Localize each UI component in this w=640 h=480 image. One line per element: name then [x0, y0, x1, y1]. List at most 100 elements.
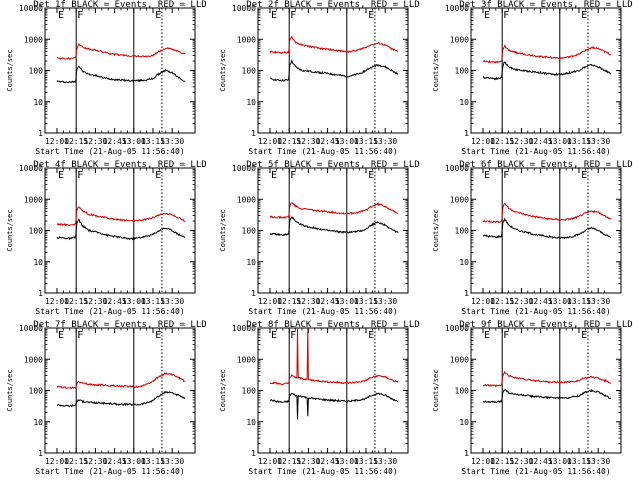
y-tick-label: 10000: [19, 4, 43, 13]
y-tick-label: 1: [464, 129, 469, 138]
chart-title: Det 2f BLACK = Events, RED = LLD: [246, 0, 419, 10]
chart-title: Det 8f BLACK = Events, RED = LLD: [246, 320, 419, 330]
interval-marker-letter: E: [58, 330, 64, 341]
y-tick-label: 1000: [450, 195, 469, 204]
events-series-line: [56, 65, 186, 84]
y-tick-label: 1000: [237, 195, 256, 204]
events-series-line: [56, 218, 186, 241]
y-axis-label: Counts/sec: [432, 49, 440, 91]
x-tick-label: 12:15: [277, 137, 301, 146]
x-tick-label: 12:15: [490, 297, 514, 306]
lld-series-line: [482, 370, 612, 388]
plot-frame: [257, 327, 409, 454]
x-tick-label: 13:00: [335, 137, 359, 146]
lld-series-line: [482, 202, 612, 224]
lld-series-line: [56, 206, 186, 227]
events-series-line: [56, 390, 186, 408]
interval-marker-letter: E: [58, 10, 64, 21]
x-tick-label: 13:15: [567, 457, 591, 466]
y-tick-label: 10: [459, 98, 469, 107]
x-tick-label: 12:15: [490, 137, 514, 146]
y-tick-label: 1000: [237, 355, 256, 364]
interval-marker-letter: F: [290, 10, 296, 21]
interval-marker-letter: F: [503, 10, 509, 21]
x-tick-label: 12:15: [64, 457, 88, 466]
x-tick-label: 13:30: [160, 297, 184, 306]
x-tick-label: 12:30: [296, 457, 320, 466]
interval-marker-letter: E: [581, 10, 587, 21]
x-tick-label: 12:15: [277, 457, 301, 466]
y-tick-label: 10: [33, 418, 43, 427]
x-tick-label: 12:45: [529, 457, 553, 466]
interval-marker-letter: E: [368, 330, 374, 341]
lld-series-line: [269, 35, 399, 55]
x-tick-label: 13:15: [141, 137, 165, 146]
interval-marker-letter: E: [271, 330, 277, 341]
y-axis-label: Counts/sec: [219, 209, 227, 251]
x-tick-label: 13:15: [567, 137, 591, 146]
y-axis-label: Counts/sec: [219, 49, 227, 91]
chart-panel-9: Det 9f BLACK = Events, RED = LLD 1 10 100 10…: [432, 320, 633, 476]
interval-marker-letter: E: [155, 330, 161, 341]
interval-marker-letter: E: [484, 330, 490, 341]
chart-panel-7: Det 7f BLACK = Events, RED = LLD 1 10 100 10…: [6, 320, 207, 476]
chart-title: Det 5f BLACK = Events, RED = LLD: [246, 160, 419, 170]
y-tick-label: 100: [29, 387, 44, 396]
interval-marker-letter: E: [271, 10, 277, 21]
plot-frame: [44, 7, 196, 134]
y-tick-label: 1: [251, 289, 256, 298]
x-tick-label: 13:00: [548, 137, 572, 146]
interval-marker-letter: E: [581, 170, 587, 181]
interval-marker-letter: E: [155, 170, 161, 181]
events-series-line: [269, 392, 399, 420]
x-tick-label: 13:00: [335, 457, 359, 466]
lld-series-line: [56, 372, 186, 390]
x-tick-label: 13:15: [141, 457, 165, 466]
y-tick-label: 1: [464, 449, 469, 458]
x-tick-label: 12:00: [471, 137, 495, 146]
x-tick-label: 12:30: [83, 137, 107, 146]
y-tick-label: 100: [455, 67, 470, 76]
chart-title: Det 4f BLACK = Events, RED = LLD: [33, 160, 206, 170]
x-tick-label: 12:00: [258, 457, 282, 466]
interval-marker-letter: E: [155, 10, 161, 21]
chart-title: Det 7f BLACK = Events, RED = LLD: [33, 320, 206, 330]
x-tick-label: 13:15: [354, 137, 378, 146]
plot-frame: [470, 7, 622, 134]
x-tick-label: 12:30: [509, 137, 533, 146]
y-tick-label: 100: [29, 67, 44, 76]
x-tick-label: 12:00: [45, 297, 69, 306]
x-tick-label: 12:30: [296, 297, 320, 306]
x-tick-label: 12:45: [529, 297, 553, 306]
events-series-line: [269, 58, 399, 82]
y-tick-label: 1000: [450, 35, 469, 44]
plot-frame: [257, 7, 409, 134]
x-tick-label: 13:30: [373, 137, 397, 146]
x-tick-label: 12:15: [64, 297, 88, 306]
plot-frame: [44, 327, 196, 454]
x-tick-label: 12:45: [316, 457, 340, 466]
interval-marker-letter: F: [290, 330, 296, 341]
y-axis-label: Counts/sec: [219, 369, 227, 411]
y-tick-label: 10000: [232, 324, 256, 333]
interval-marker-letter: F: [77, 10, 83, 21]
interval-marker-letter: E: [368, 10, 374, 21]
interval-marker-letter: E: [484, 170, 490, 181]
y-axis-label: Counts/sec: [432, 369, 440, 411]
x-tick-label: 12:45: [529, 137, 553, 146]
y-tick-label: 1000: [237, 35, 256, 44]
interval-marker-letter: F: [290, 170, 296, 181]
plot-frame: [44, 167, 196, 294]
y-tick-label: 10000: [445, 324, 469, 333]
x-tick-label: 12:45: [103, 297, 127, 306]
y-axis-label: Counts/sec: [6, 209, 14, 251]
y-tick-label: 100: [242, 67, 257, 76]
y-tick-label: 1: [251, 129, 256, 138]
lld-series-line: [269, 202, 399, 220]
chart-panel-5: Det 5f BLACK = Events, RED = LLD 1 10 100 10…: [219, 160, 420, 316]
y-tick-label: 10: [33, 98, 43, 107]
x-tick-label: 13:15: [354, 297, 378, 306]
lld-series-line: [269, 327, 399, 386]
x-tick-label: 13:30: [586, 457, 610, 466]
x-tick-label: 13:15: [567, 297, 591, 306]
